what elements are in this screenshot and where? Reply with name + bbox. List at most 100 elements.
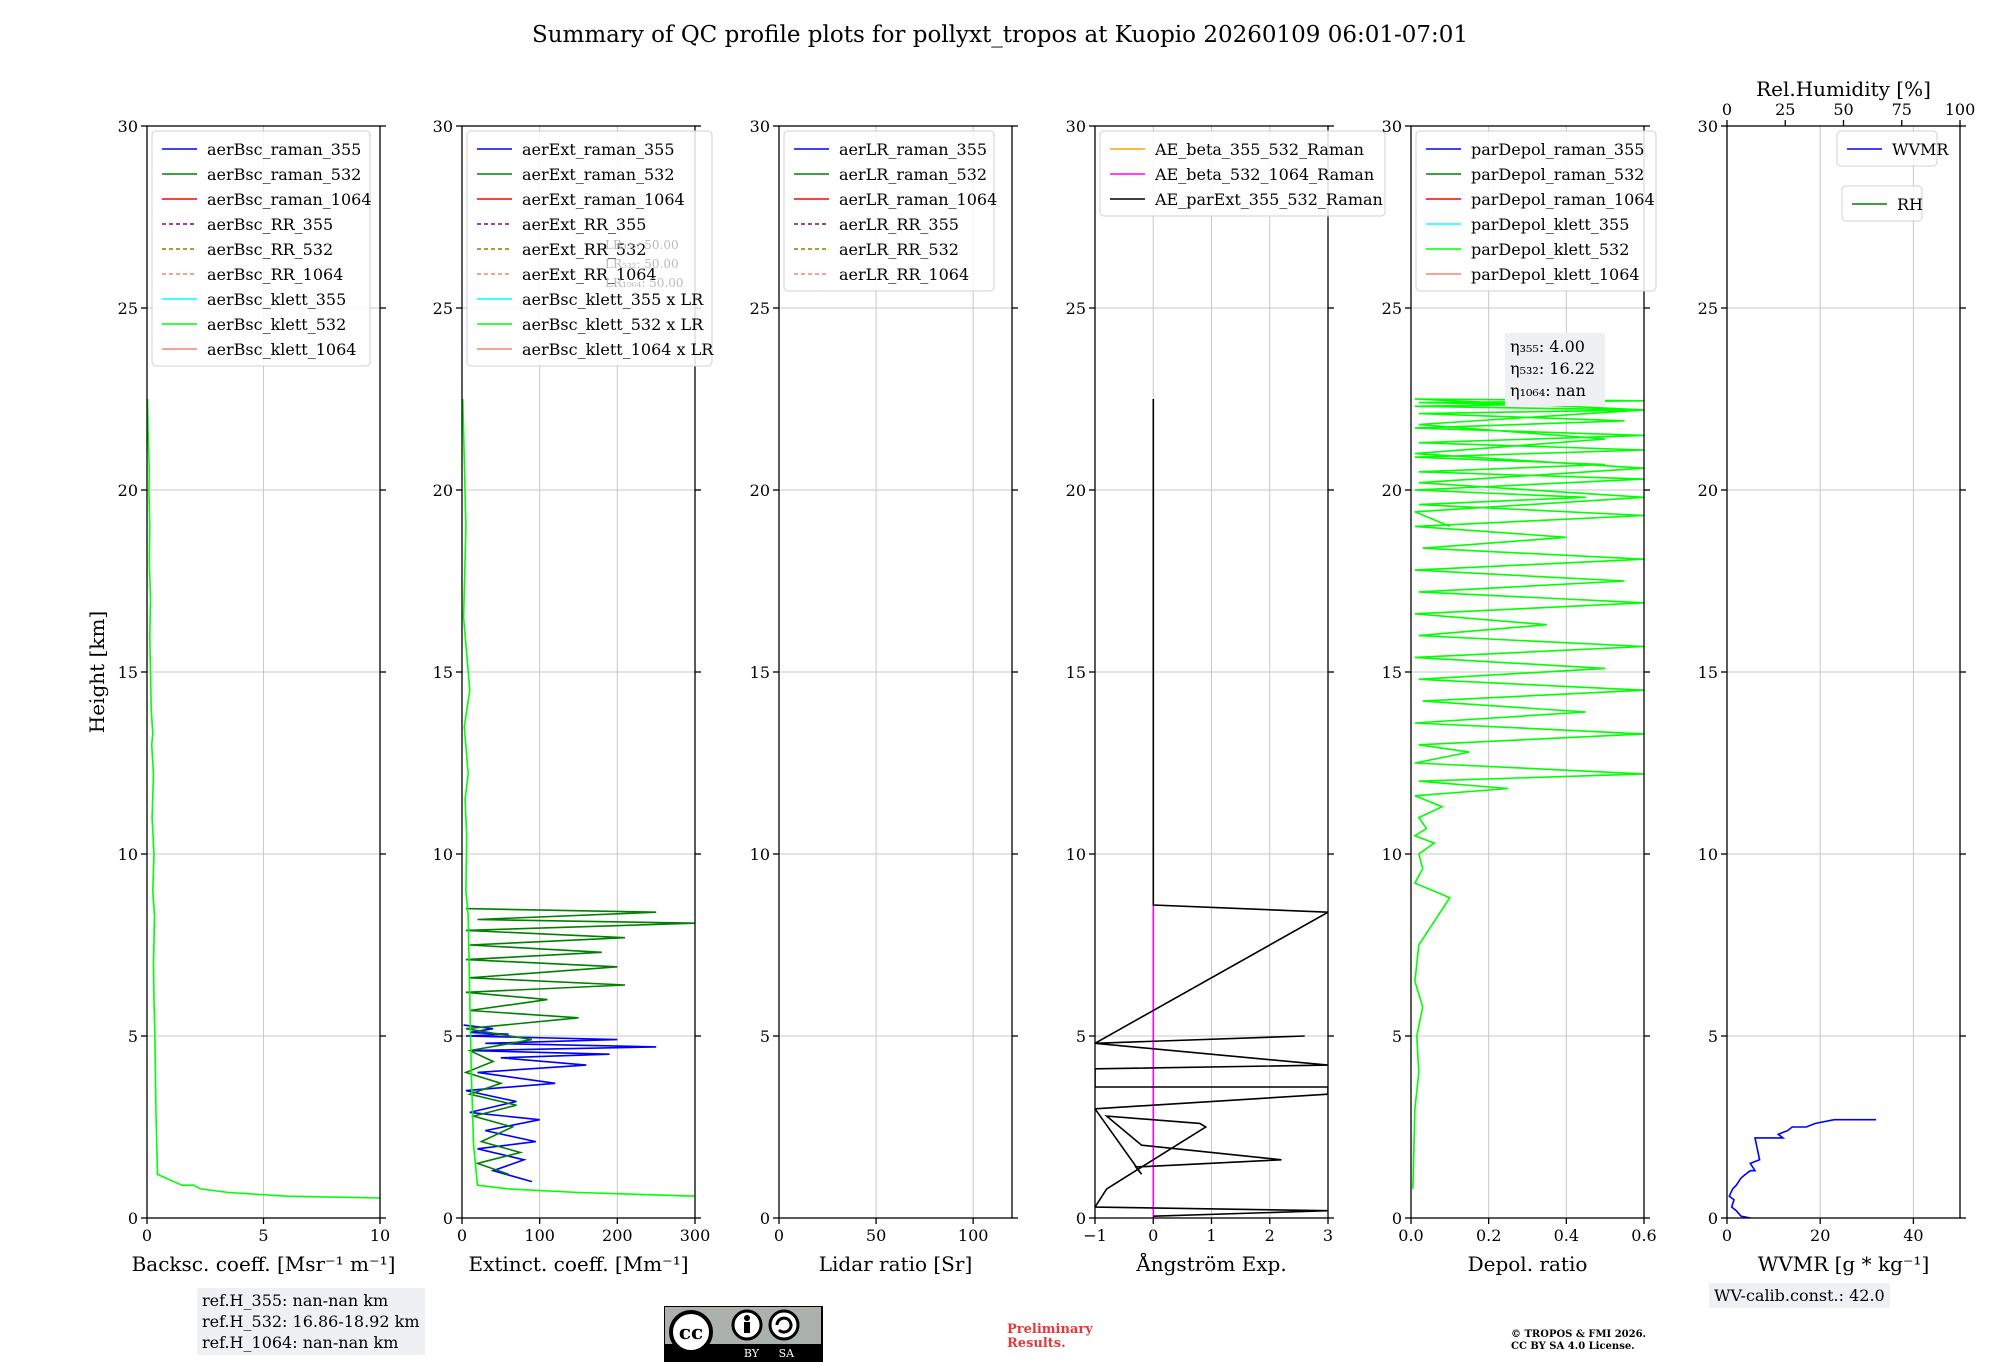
legend-label: aerBsc_raman_355 (207, 140, 361, 159)
copyright-line-1: © TROPOS & FMI 2026. (1511, 1329, 1647, 1340)
legend-label: aerBsc_klett_355 (207, 290, 346, 309)
y-tick-label: 10 (750, 845, 770, 864)
x-axis-label: Extinct. coeff. [Mm⁻¹] (468, 1252, 688, 1276)
preliminary-results-note: Preliminary Results. (1007, 1323, 1093, 1351)
x-tick-label: 3 (1323, 1226, 1333, 1245)
legend-label: parDepol_raman_355 (1471, 140, 1644, 159)
y-tick-label: 5 (760, 1027, 770, 1046)
legend-label: aerBsc_klett_1064 x LR (522, 340, 714, 359)
legend-label: aerLR_raman_1064 (839, 190, 997, 209)
y-tick-label: 15 (750, 663, 770, 682)
legend-label: aerLR_raman_532 (839, 165, 987, 184)
eta-label: η₁₀₆₄: nan (1510, 381, 1586, 400)
y-tick-label: 10 (1698, 845, 1718, 864)
y-axis-label: Height [km] (85, 611, 109, 733)
x-tick-label: 100 (524, 1226, 555, 1245)
x-tick-label: 200 (602, 1226, 633, 1245)
x-tick-label: 1 (1206, 1226, 1216, 1245)
series-RH (1959, 1194, 1960, 1197)
y-tick-label: 20 (1066, 481, 1086, 500)
copyright-line-2: CC BY SA 4.0 License. (1511, 1341, 1635, 1352)
x-axis-label: Backsc. coeff. [Msr⁻¹ m⁻¹] (132, 1252, 396, 1276)
legend-wvmr: WVMR (1836, 130, 1949, 167)
y-tick-label: 20 (118, 481, 138, 500)
y-tick-label: 10 (118, 845, 138, 864)
y-tick-label: 0 (1076, 1209, 1086, 1228)
legend-label: aerBsc_klett_532 (207, 315, 346, 334)
legend-label: aerBsc_klett_1064 (207, 340, 356, 359)
legend-label: aerLR_raman_355 (839, 140, 987, 159)
x-tick-label: 300 (680, 1226, 711, 1245)
y-tick-label: 30 (1382, 117, 1402, 136)
legend-box (783, 130, 995, 292)
y-tick-label: 30 (1698, 117, 1718, 136)
legend-label: parDepol_raman_1064 (1471, 190, 1655, 209)
legend-label: AE_beta_355_532_Raman (1154, 140, 1364, 159)
legend-label: aerExt_raman_1064 (522, 190, 685, 209)
legend-label: aerExt_raman_532 (522, 165, 675, 184)
legend-label: parDepol_raman_532 (1471, 165, 1644, 184)
y-tick-label: 0 (443, 1209, 453, 1228)
series-AE_parExt_355_532_Raman (1095, 399, 1328, 1217)
y-tick-label: 30 (118, 117, 138, 136)
ref-height-532: ref.H_532: 16.86-18.92 km (202, 1312, 420, 1331)
legend: aerLR_raman_355 aerLR_raman_532 aerLR_rama… (783, 130, 997, 292)
legend-label: aerExt_raman_355 (522, 140, 675, 159)
y-tick-label: 0 (760, 1209, 770, 1228)
x-tick-label: 0.0 (1398, 1226, 1423, 1245)
series-aerExt_raman_355 (463, 1024, 657, 1183)
x-tick-label: 10 (370, 1226, 390, 1245)
y-tick-label: 10 (433, 845, 453, 864)
legend-label: aerExt_RR_355 (522, 215, 646, 234)
x-tick-label: 20 (1810, 1226, 1830, 1245)
x-tick-label: 100 (958, 1226, 989, 1245)
legend-label: aerBsc_klett_355 x LR (522, 290, 704, 309)
x-tick-label: 2 (1265, 1226, 1275, 1245)
x-tick-label: 0 (457, 1226, 467, 1245)
y-tick-label: 0 (1392, 1209, 1402, 1228)
x-tick-label: 40 (1903, 1226, 1923, 1245)
lidar-ratio-label: LR₁₀₆₄: 50.00 (605, 276, 683, 290)
x-axis-label: Lidar ratio [Sr] (819, 1252, 973, 1276)
x-axis-label: Ångström Exp. (1135, 1251, 1286, 1276)
legend-label: aerExt_RR_1064 (522, 265, 657, 284)
x-tick-label: 0 (142, 1226, 152, 1245)
y-tick-label: 25 (1382, 299, 1402, 318)
svg-text:cc: cc (679, 1320, 703, 1344)
y-tick-label: 25 (1066, 299, 1086, 318)
panel-5: 0 5 10 15 20 25 30 0.0 0.2 0.4 0.6 Depol. ratio parD… (1382, 117, 1657, 1276)
top-x-tick-label: 75 (1892, 100, 1912, 119)
wv-calibration-box: WV-calib.const.: 42.0 (1709, 1283, 1890, 1308)
series-aerExt_raman_532 (463, 907, 695, 1176)
preliminary-line-2: Results. (1007, 1336, 1066, 1351)
eta-label: η₅₃₂: 16.22 (1510, 359, 1595, 378)
y-tick-label: 20 (750, 481, 770, 500)
legend-label: parDepol_klett_1064 (1471, 265, 1640, 284)
legend-box (1415, 130, 1657, 292)
legend-box (151, 130, 371, 367)
y-tick-label: 5 (128, 1027, 138, 1046)
legend-label: parDepol_klett_532 (1471, 240, 1629, 259)
x-tick-label: 0 (1148, 1226, 1158, 1245)
legend-box (466, 130, 713, 367)
preliminary-line-1: Preliminary (1007, 1322, 1093, 1337)
top-x-axis-label: Rel.Humidity [%] (1756, 77, 1931, 101)
lidar-ratio-label: LR₃₅₅: 50.00 (605, 238, 679, 252)
ref-height-355: ref.H_355: nan-nan km (202, 1291, 389, 1310)
y-tick-label: 15 (433, 663, 453, 682)
legend-label: aerExt_RR_532 (522, 240, 646, 259)
y-tick-label: 10 (1066, 845, 1086, 864)
legend-box (1836, 130, 1938, 167)
legend: AE_beta_355_532_Raman AE_beta_532_1064_Ra… (1099, 130, 1386, 217)
y-tick-label: 30 (750, 117, 770, 136)
y-tick-label: 0 (128, 1209, 138, 1228)
legend-label: aerBsc_RR_532 (207, 240, 333, 259)
x-tick-label: 0.6 (1631, 1226, 1656, 1245)
x-tick-label: −1 (1083, 1226, 1107, 1245)
cc-by-sa-logo: cc BY SA (664, 1306, 823, 1362)
series-aerBsc_klett_532 (147, 398, 380, 1199)
